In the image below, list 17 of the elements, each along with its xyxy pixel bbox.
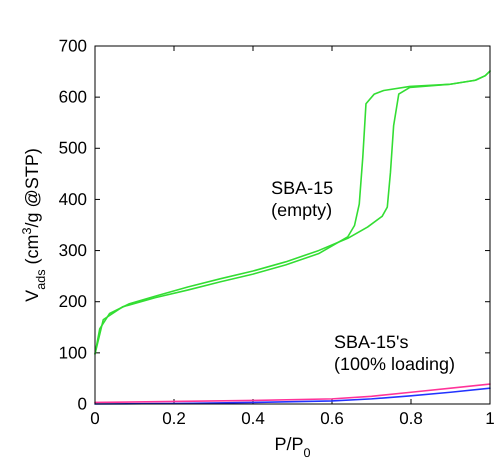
y-tick-label: 500: [58, 138, 87, 158]
annotation: SBA-15's (100% loading): [334, 332, 456, 374]
x-tick-label: 0.4: [241, 409, 265, 428]
y-tick-label: 300: [58, 241, 87, 260]
y-tick-label: 0: [78, 394, 87, 414]
annotation: SBA-15 (empty): [271, 178, 334, 220]
y-tick-label: 200: [58, 292, 87, 312]
x-tick-label: 0: [90, 409, 100, 428]
x-tick-label: 0.2: [162, 409, 186, 428]
y-tick-label: 100: [58, 343, 87, 362]
x-tick-label: 0.6: [320, 409, 344, 428]
y-tick-label: 600: [58, 88, 87, 107]
x-tick-label: 1: [485, 409, 495, 428]
x-tick-label: 0.8: [399, 409, 423, 428]
x-axis-title: P/P$_{0}$: [274, 434, 311, 460]
y-tick-label: 400: [58, 190, 87, 209]
y-tick-label: 700: [58, 36, 87, 56]
